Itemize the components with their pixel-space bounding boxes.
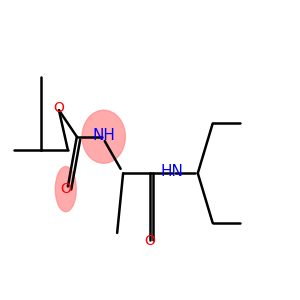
Text: HN: HN	[161, 164, 184, 179]
Ellipse shape	[82, 110, 125, 163]
Text: O: O	[60, 182, 71, 196]
Text: NH: NH	[92, 128, 115, 143]
Text: O: O	[145, 234, 155, 248]
Text: O: O	[53, 101, 64, 115]
Ellipse shape	[55, 167, 76, 212]
